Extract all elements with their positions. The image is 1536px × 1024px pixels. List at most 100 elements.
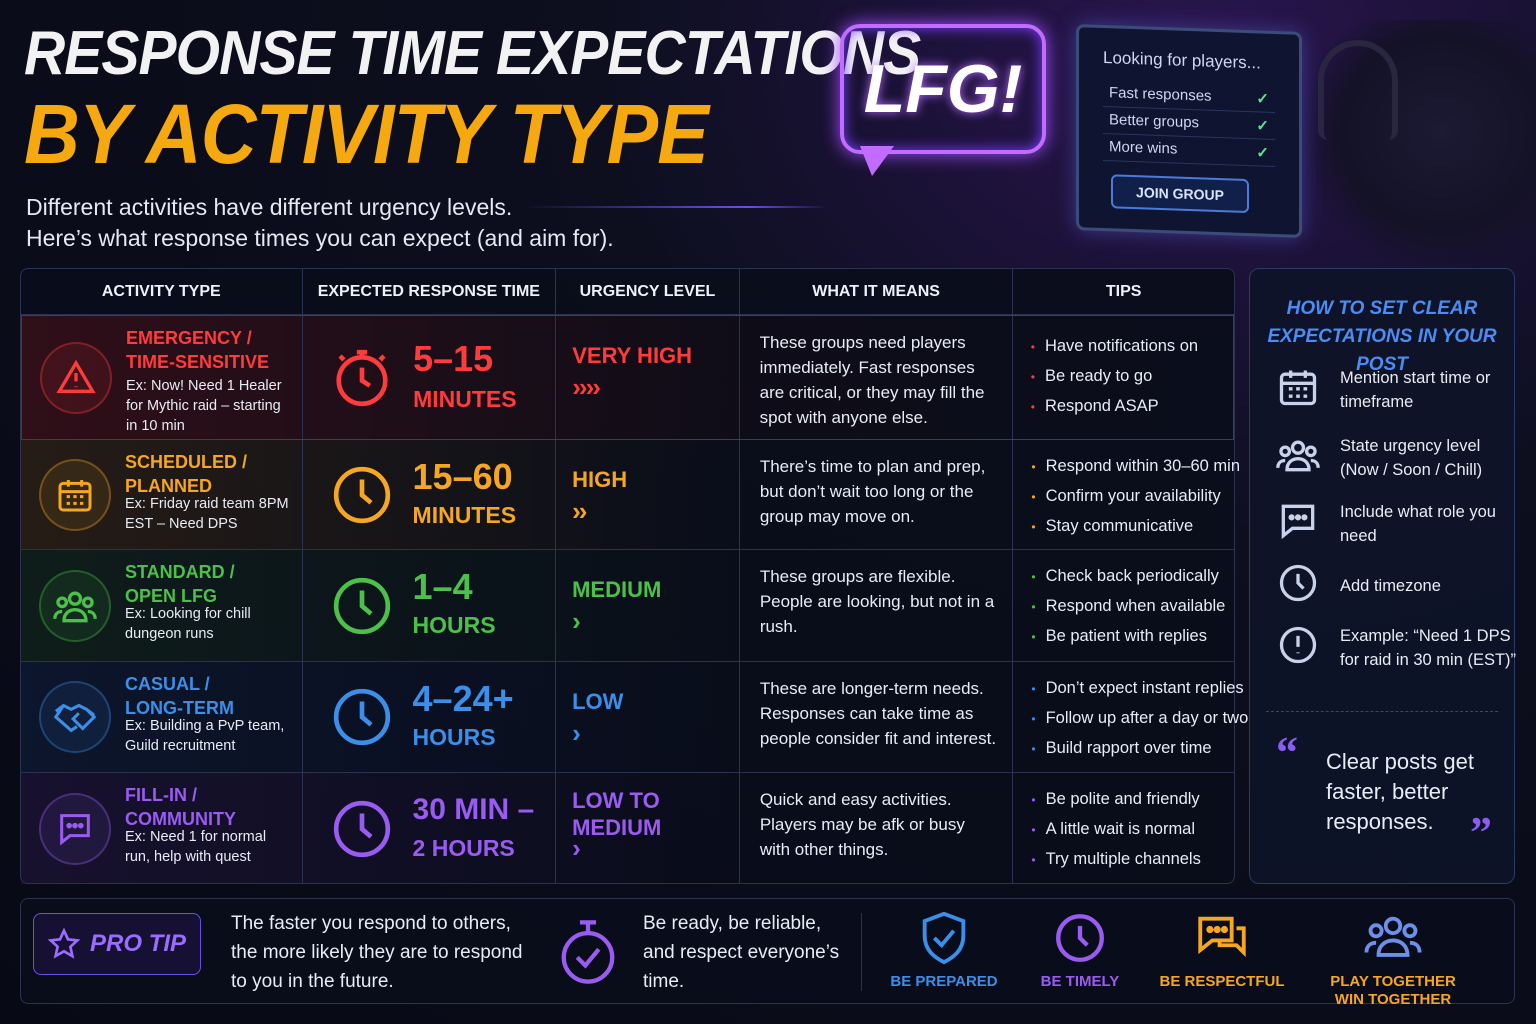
quote-open-icon: “ bbox=[1276, 728, 1298, 777]
time-value: 5–15 bbox=[413, 338, 494, 379]
tips-cell: Respond within 30–60 minConfirm your ava… bbox=[1013, 440, 1240, 549]
badge-label: BE TIMELY bbox=[1040, 973, 1120, 990]
team-icon bbox=[1323, 909, 1463, 967]
urgency-label: VERY HIGH bbox=[572, 343, 693, 368]
group-icon bbox=[1276, 433, 1340, 482]
tip-text: Include what role you need bbox=[1340, 502, 1496, 545]
urgency-label: HIGH bbox=[572, 467, 628, 492]
activity-type-cell: EMERGENCY / TIME-SENSITIVE Ex: Now! Need … bbox=[22, 316, 304, 439]
tip-item: Be ready to go bbox=[1031, 362, 1198, 392]
header-what-it-means: WHAT IT MEANS bbox=[740, 269, 1014, 314]
response-time-cell: 1–4 HOURS bbox=[303, 550, 557, 661]
quote-text: Clear posts get faster, better responses… bbox=[1326, 749, 1474, 834]
time-unit: MINUTES bbox=[412, 502, 517, 528]
response-time-cell: 5–15 MINUTES bbox=[303, 316, 557, 439]
page-title-line2: BY ACTIVITY TYPE bbox=[24, 87, 709, 181]
time-unit: 2 HOURS bbox=[412, 835, 515, 861]
tip-item: Confirm your availability bbox=[1031, 482, 1240, 512]
clock-icon bbox=[1015, 909, 1145, 967]
lfg-text: LFG! bbox=[863, 51, 1023, 127]
join-group-button[interactable]: JOIN GROUP bbox=[1111, 174, 1249, 214]
header-expected-response-time: EXPECTED RESPONSE TIME bbox=[303, 269, 557, 314]
tip-item: Be patient with replies bbox=[1031, 622, 1225, 652]
tip-text: Example: “Need 1 DPS for raid in 30 min … bbox=[1340, 626, 1517, 669]
warning-icon bbox=[40, 341, 112, 414]
subtitle-line1: Different activities have different urge… bbox=[26, 194, 513, 220]
pro-tip-text: The faster you respond to others, the mo… bbox=[231, 913, 523, 992]
tip-list-item: Add timezone bbox=[1276, 561, 1520, 610]
clock-icon bbox=[1276, 561, 1340, 610]
tip-text: State urgency level (Now / Soon / Chill) bbox=[1340, 436, 1483, 479]
response-time-table: ACTIVITY TYPE EXPECTED RESPONSE TIME URG… bbox=[20, 268, 1248, 884]
handshake-icon bbox=[39, 681, 111, 753]
chevron-icon: › bbox=[572, 718, 581, 748]
tip-item: A little wait is normal bbox=[1031, 815, 1201, 845]
meaning-text: Quick and easy activities. Players may b… bbox=[759, 790, 965, 859]
value-badge: PLAY TOGETHER WIN TOGETHER bbox=[1323, 909, 1463, 1009]
header-tips: TIPS bbox=[1105, 282, 1142, 300]
header-urgency-level: URGENCY LEVEL bbox=[556, 269, 740, 314]
chat-bubble-icon bbox=[39, 792, 111, 865]
activity-type-cell: SCHEDULED / PLANNED Ex: Friday raid team … bbox=[21, 440, 303, 549]
response-time-cell: 15–60 MINUTES bbox=[303, 440, 557, 549]
tip-text: Add timezone bbox=[1340, 576, 1441, 595]
value-badge: BE PREPARED bbox=[879, 909, 1009, 991]
badge-label: BE PREPARED bbox=[890, 973, 998, 990]
table-header: ACTIVITY TYPE EXPECTED RESPONSE TIME URG… bbox=[21, 269, 1234, 315]
tip-item: Follow up after a day or two bbox=[1031, 704, 1249, 734]
chevron-icon: ›› bbox=[572, 496, 587, 526]
clear-expectations-panel: HOW TO SET CLEAR EXPECTATIONS IN YOUR PO… bbox=[1249, 268, 1516, 884]
headset-icon bbox=[1318, 40, 1398, 140]
activity-example: Ex: Need 1 for normal run, help with que… bbox=[125, 829, 267, 865]
chevron-icon: ›››› bbox=[572, 372, 601, 402]
urgency-label: LOW TO MEDIUM bbox=[572, 788, 662, 840]
tips-list: Check back periodicallyRespond when avai… bbox=[1031, 562, 1226, 652]
time-value: 1–4 bbox=[412, 566, 473, 607]
tip-list-item: State urgency level (Now / Soon / Chill) bbox=[1276, 433, 1520, 482]
shield-check-icon bbox=[879, 909, 1009, 967]
divider bbox=[861, 913, 862, 991]
activity-example: Ex: Now! Need 1 Healer for Mythic raid –… bbox=[126, 378, 282, 434]
tips-list: Be polite and friendlyA little wait is n… bbox=[1031, 785, 1201, 875]
meaning-text: These groups are flexible. People are lo… bbox=[759, 567, 995, 636]
activity-example: Ex: Friday raid team 8PM EST – Need DPS bbox=[125, 496, 289, 532]
chevron-icon: › bbox=[572, 833, 581, 863]
urgency-label: LOW bbox=[572, 689, 624, 714]
value-badge: BE TIMELY bbox=[1015, 909, 1145, 991]
meaning-text: There’s time to plan and prep, but don’t… bbox=[759, 457, 986, 526]
table-row: SCHEDULED / PLANNED Ex: Friday raid team … bbox=[21, 440, 1240, 550]
table-row: FILL-IN / COMMUNITY Ex: Need 1 for normal… bbox=[21, 773, 1234, 884]
chat-bubbles-icon bbox=[1157, 909, 1287, 967]
time-unit: HOURS bbox=[412, 612, 496, 638]
tip-item: Respond when available bbox=[1031, 592, 1226, 622]
meaning-cell: These are longer-term needs. Responses c… bbox=[740, 662, 1014, 772]
time-value: 15–60 bbox=[412, 456, 513, 497]
chat-bubble-icon bbox=[1276, 499, 1340, 548]
star-icon bbox=[47, 928, 80, 959]
table-row: CASUAL / LONG-TERM Ex: Building a PvP tea… bbox=[21, 662, 1248, 773]
activity-type-cell: STANDARD / OPEN LFG Ex: Looking for chill… bbox=[21, 550, 303, 661]
activity-name: SCHEDULED / PLANNED bbox=[125, 452, 248, 496]
time-unit: HOURS bbox=[412, 724, 496, 750]
meaning-cell: There’s time to plan and prep, but don’t… bbox=[740, 440, 1014, 549]
badge-label: BE RESPECTFUL bbox=[1159, 973, 1285, 990]
time-unit: MINUTES bbox=[413, 386, 517, 412]
tip-list-item: Mention start time or timeframe bbox=[1276, 365, 1520, 414]
pro-tip-label: PRO TIP bbox=[89, 930, 186, 957]
time-value: 30 MIN – bbox=[412, 793, 535, 826]
tip-item: Don’t expect instant replies bbox=[1031, 674, 1248, 704]
tip-item: Check back periodically bbox=[1031, 562, 1225, 592]
tip-item: Respond within 30–60 min bbox=[1031, 452, 1240, 482]
meaning-text: These are longer-term needs. Responses c… bbox=[759, 679, 997, 748]
urgency-cell: HIGH ›› bbox=[556, 440, 740, 549]
check-icon: ✓ bbox=[1256, 117, 1269, 135]
tips-cell: Be polite and friendlyA little wait is n… bbox=[1013, 773, 1234, 884]
response-time-cell: 30 MIN – 2 HOURS bbox=[303, 773, 557, 884]
monitor-title: Looking for players... bbox=[1103, 47, 1261, 73]
tips-list: Respond within 30–60 minConfirm your ava… bbox=[1031, 452, 1240, 542]
tip-list-item: Example: “Need 1 DPS for raid in 30 min … bbox=[1276, 623, 1520, 672]
table-row: EMERGENCY / TIME-SENSITIVE Ex: Now! Need … bbox=[21, 315, 1234, 440]
calendar-icon bbox=[1276, 365, 1340, 414]
activity-name: EMERGENCY / TIME-SENSITIVE bbox=[126, 328, 270, 372]
stopwatch-check-icon bbox=[561, 920, 615, 984]
